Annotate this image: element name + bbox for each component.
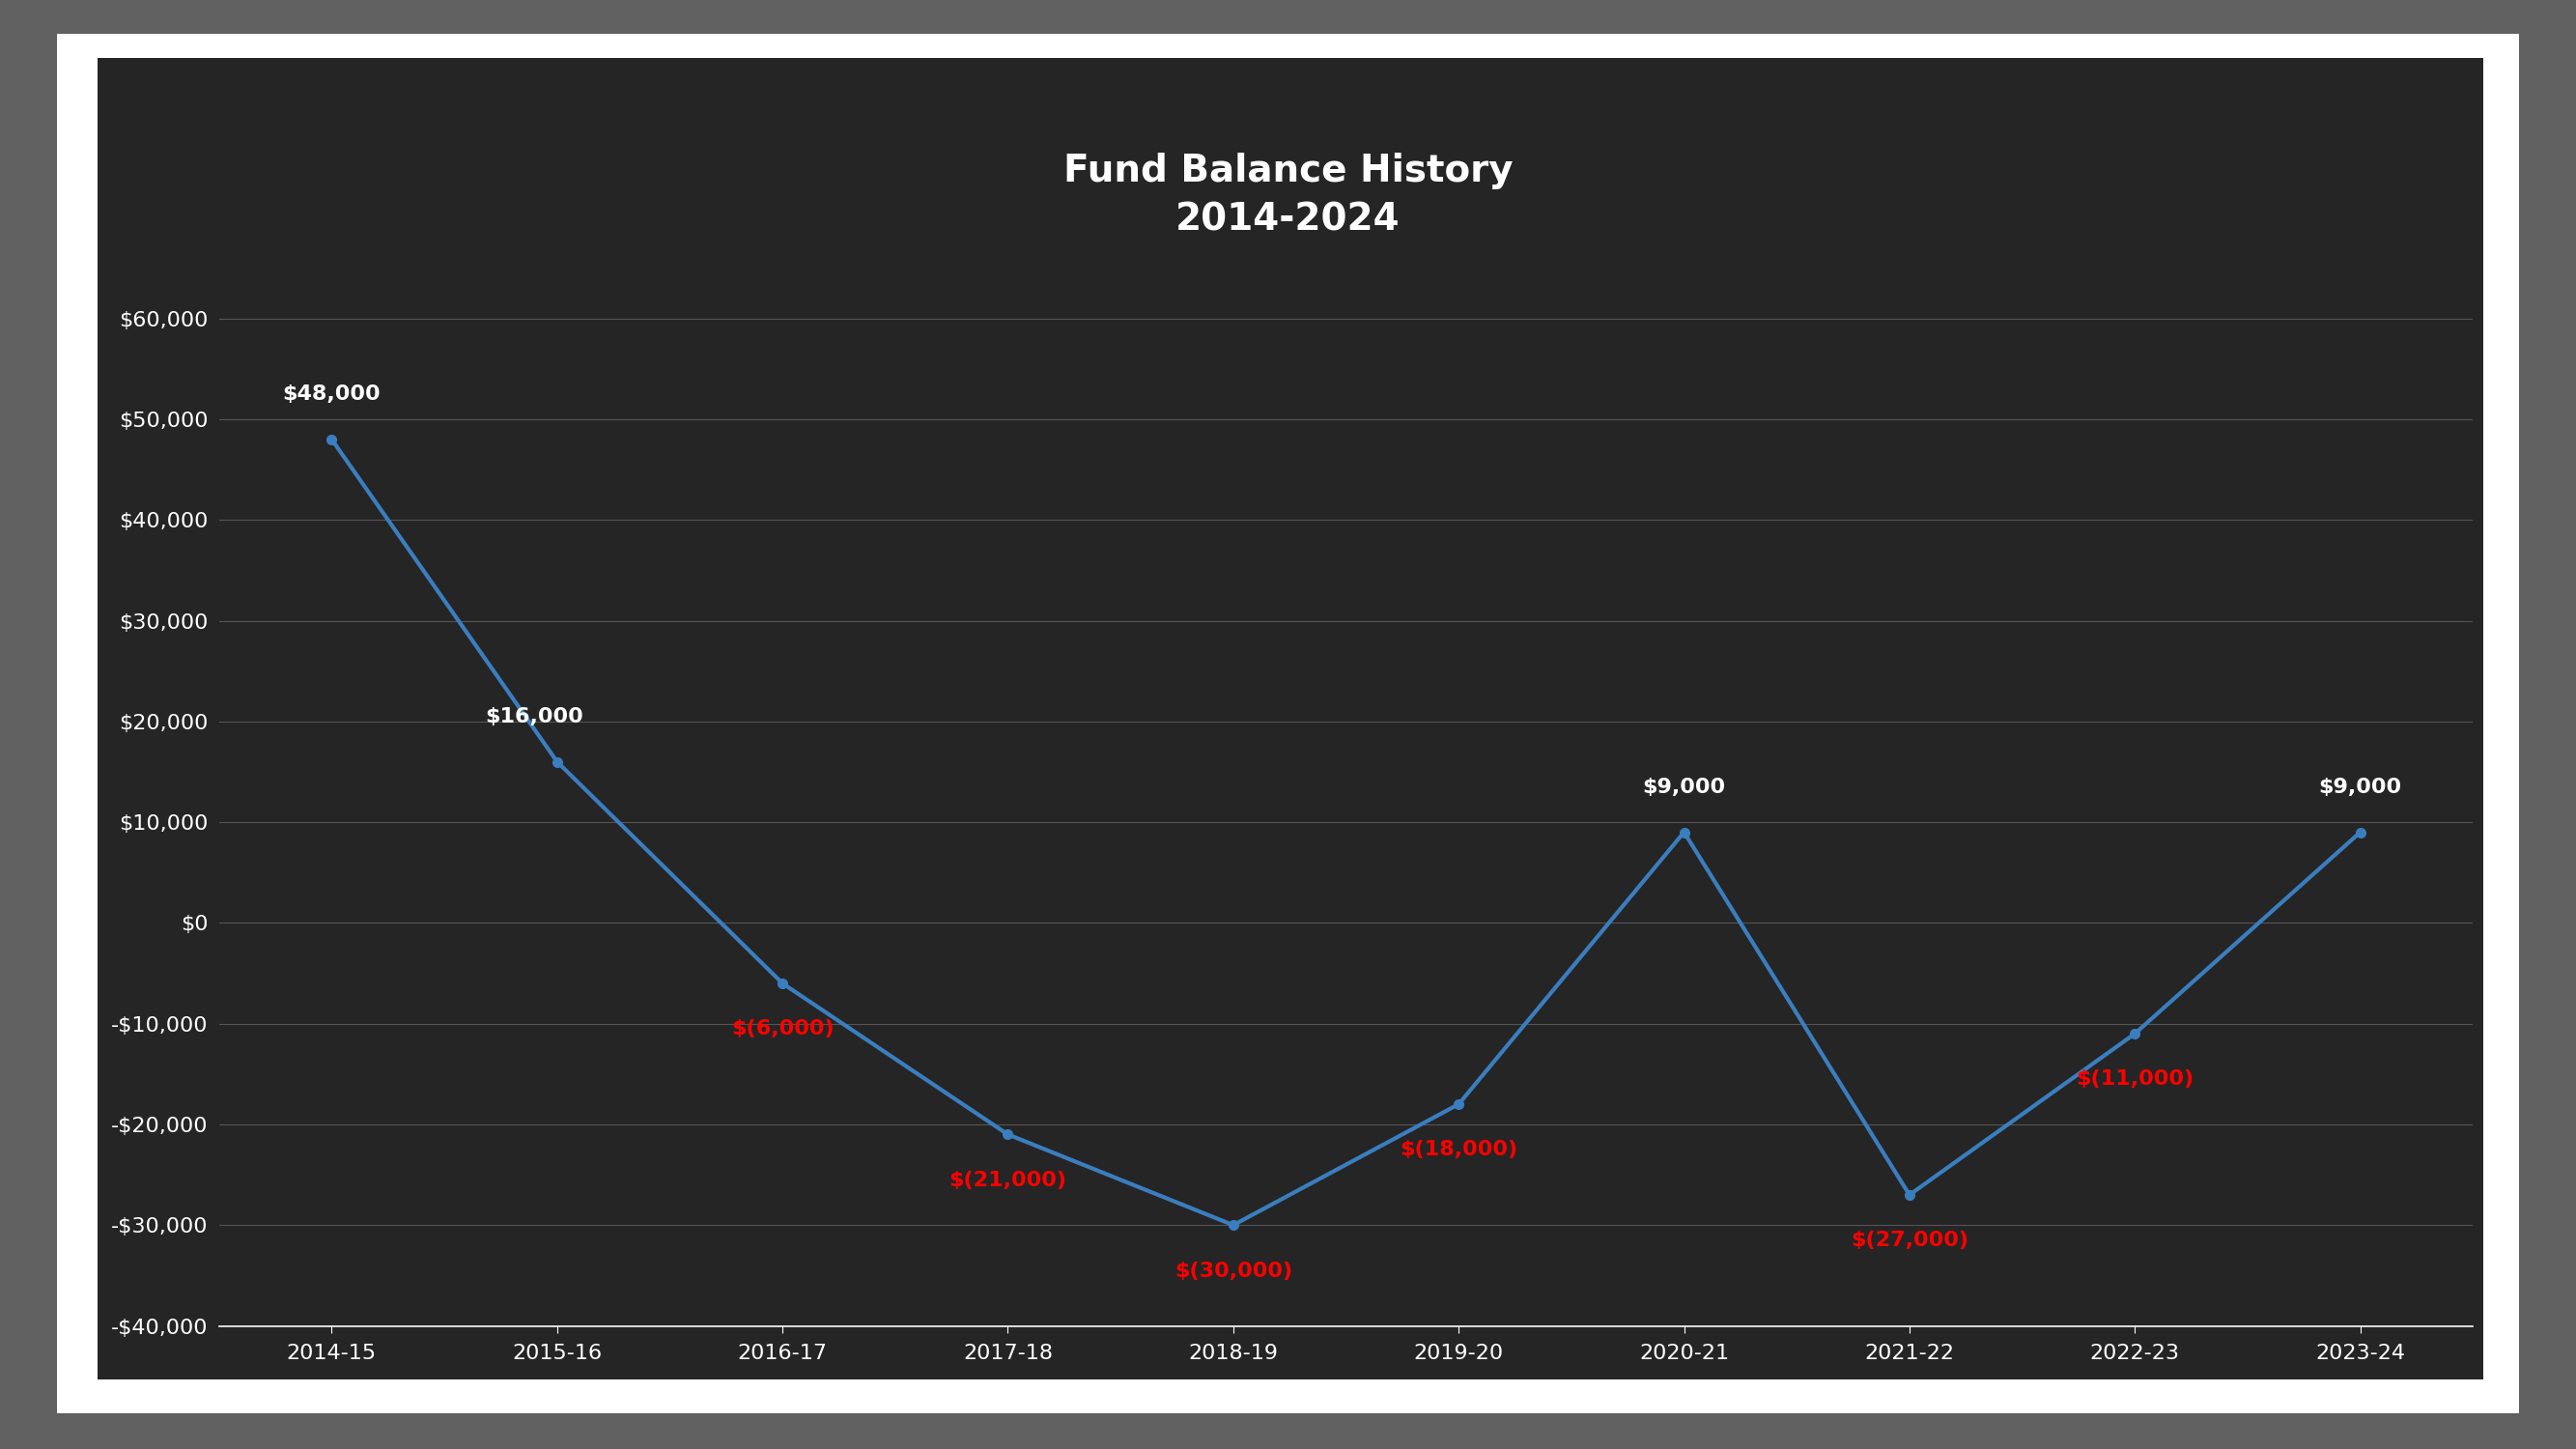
Text: $(21,000): $(21,000) <box>948 1171 1066 1190</box>
Text: Fund Balance History
2014-2024: Fund Balance History 2014-2024 <box>1064 154 1512 238</box>
Text: $(18,000): $(18,000) <box>1399 1140 1517 1159</box>
Text: $9,000: $9,000 <box>1643 778 1726 797</box>
Text: $(11,000): $(11,000) <box>2076 1069 2195 1090</box>
Text: $48,000: $48,000 <box>283 385 381 404</box>
Text: $16,000: $16,000 <box>484 707 585 726</box>
Text: $9,000: $9,000 <box>2318 778 2401 797</box>
Text: $(30,000): $(30,000) <box>1175 1261 1293 1281</box>
Text: $(6,000): $(6,000) <box>732 1020 835 1039</box>
Text: $(27,000): $(27,000) <box>1850 1232 1968 1250</box>
